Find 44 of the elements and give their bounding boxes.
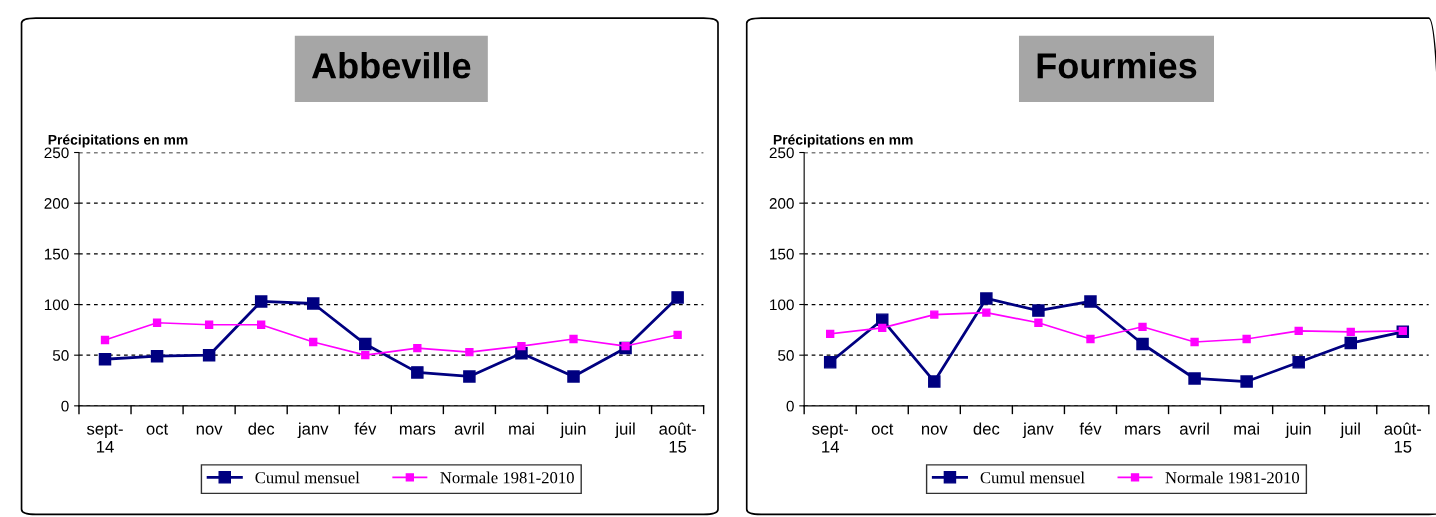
y-tick-label: 100 <box>770 299 794 311</box>
x-tick-label: dec <box>973 422 1000 435</box>
x-tick-label: sept- 14 <box>86 423 123 453</box>
x-tick-label: oct <box>146 423 169 435</box>
legend-label: Cumul mensuel <box>980 471 1085 484</box>
x-tick-label: fév <box>1079 422 1102 435</box>
x-tick-label: nov <box>196 425 223 435</box>
y-tick-label: 50 <box>52 350 69 361</box>
x-tick-label: août- 15 <box>659 422 696 453</box>
x-tick-label: oct <box>871 423 894 435</box>
x-tick-label: mai <box>509 422 534 435</box>
x-tick-label: sept- 14 <box>812 423 848 453</box>
y-tick-label: 250 <box>44 147 69 159</box>
y-tick-label: 0 <box>786 400 794 412</box>
legend-label: Cumul mensuel <box>255 471 360 484</box>
y-axis-title: Précipitations en mm <box>48 134 188 148</box>
y-tick-label: 100 <box>44 299 69 311</box>
legend-label: Normale 1981-2010 <box>440 471 574 484</box>
y-tick-label: 50 <box>778 350 794 361</box>
x-tick-label: janv <box>297 422 329 439</box>
y-tick-label: 200 <box>44 198 69 209</box>
y-tick-label: 0 <box>61 400 69 412</box>
x-tick-label: janv <box>1022 422 1054 439</box>
y-tick-label: 200 <box>769 198 794 209</box>
x-tick-label: nov <box>921 425 948 435</box>
legend-label: Normale 1981-2010 <box>1165 471 1300 484</box>
x-tick-label: août- 15 <box>1384 422 1422 453</box>
y-tick-label: 150 <box>770 248 794 260</box>
y-tick-label: 150 <box>44 248 69 260</box>
chart-title: Abbeville <box>311 52 471 79</box>
x-tick-label: avril <box>1180 422 1209 435</box>
x-tick-label: juil <box>1340 422 1360 439</box>
x-tick-label: dec <box>248 422 275 435</box>
x-tick-label: avril <box>454 422 484 435</box>
y-tick-label: 250 <box>769 147 794 159</box>
y-axis-title: Précipitations en mm <box>773 134 913 148</box>
x-tick-label: mars <box>1125 425 1161 435</box>
chart-title: Fourmies <box>1037 52 1197 79</box>
x-tick-label: juil <box>614 422 635 439</box>
x-tick-label: juin <box>560 422 586 439</box>
x-tick-label: juin <box>1285 422 1311 439</box>
x-tick-label: fév <box>354 422 377 435</box>
x-tick-label: mars <box>399 425 436 435</box>
x-tick-label: mai <box>1234 422 1259 435</box>
